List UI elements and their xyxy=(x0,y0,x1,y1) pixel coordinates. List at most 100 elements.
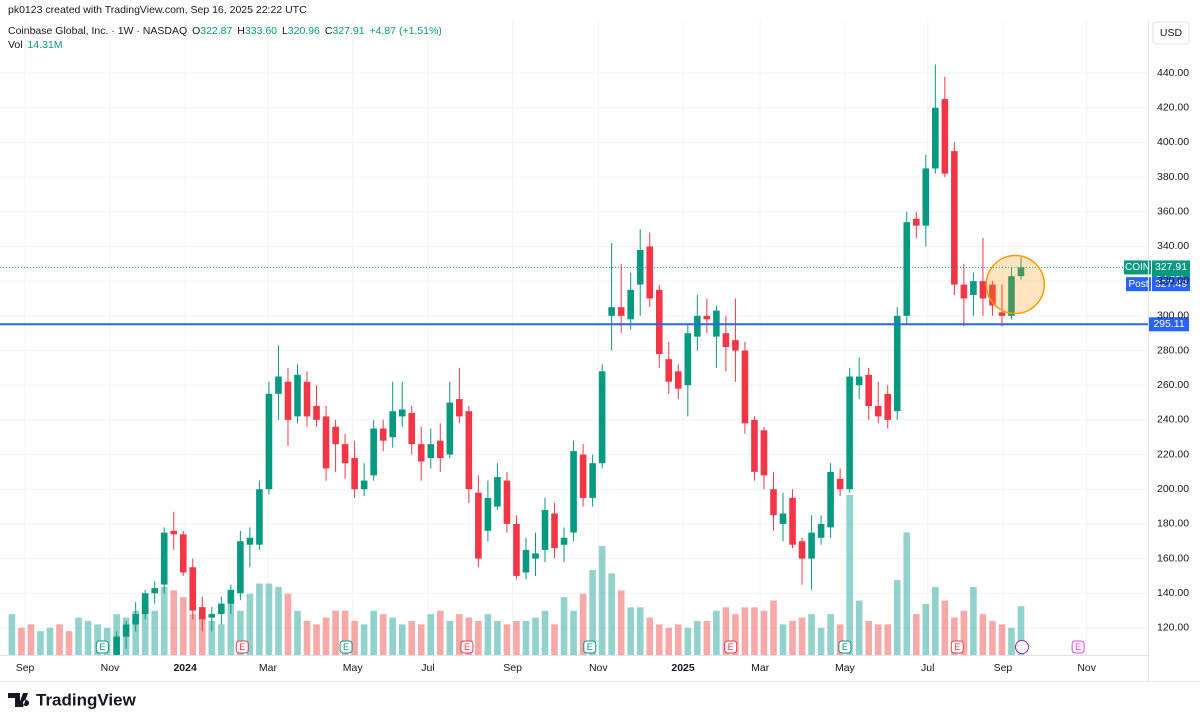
candle-body xyxy=(436,440,444,459)
volume-bar xyxy=(27,624,35,655)
volume-bar xyxy=(46,627,54,655)
candle-body xyxy=(294,374,301,417)
candle-body xyxy=(589,463,596,498)
earnings-marker-label: E xyxy=(728,642,734,652)
y-tick-label: 340.00 xyxy=(1157,240,1189,252)
candle-body xyxy=(303,381,311,417)
earnings-marker xyxy=(339,640,353,654)
candle-body xyxy=(617,307,625,316)
candle-body xyxy=(1008,276,1015,316)
volume-bar xyxy=(627,607,634,655)
candle-body xyxy=(246,537,254,545)
post-price-tag xyxy=(1152,277,1190,292)
volume-bar xyxy=(427,614,435,655)
symbol: Coinbase Global, Inc. · 1W · NASDAQ xyxy=(8,25,187,37)
candle-body xyxy=(703,315,711,320)
change: +4.87 (+1.51%) xyxy=(369,25,441,37)
candle-body xyxy=(532,553,539,559)
volume-bar xyxy=(475,620,482,655)
candle-body xyxy=(256,489,263,545)
candle-body xyxy=(284,381,292,420)
candle-body xyxy=(770,489,777,516)
volume-bar xyxy=(341,610,349,655)
volume-bar xyxy=(874,624,882,655)
volume-bar xyxy=(18,627,25,655)
candle-body xyxy=(855,376,863,386)
volume-bar xyxy=(456,614,463,655)
candle-body xyxy=(151,588,158,594)
volume-bar xyxy=(989,620,996,655)
volume-legend: Vol 14.31M xyxy=(8,39,63,51)
volume-bar xyxy=(541,610,549,655)
volume-bar xyxy=(189,614,197,655)
post-price-label: 327.49 xyxy=(1155,278,1187,290)
volume-bar xyxy=(665,627,673,655)
last-price-label: 327.91 xyxy=(1155,261,1187,273)
earnings-marker xyxy=(838,640,852,654)
volume-bar xyxy=(827,614,834,655)
candle-body xyxy=(846,376,853,490)
candle-body xyxy=(579,454,587,498)
volume-bar xyxy=(313,624,320,655)
low-value: 320.96 xyxy=(288,25,320,37)
high-label: H xyxy=(237,25,245,37)
volume-bar xyxy=(398,624,406,655)
symbol-tag xyxy=(1124,260,1151,275)
currency-button[interactable] xyxy=(1152,21,1190,45)
candle-body xyxy=(760,430,768,476)
x-tick-label: Nov xyxy=(101,662,120,674)
volume-bar xyxy=(208,620,216,655)
volume-bar xyxy=(132,610,139,655)
y-tick-label: 440.00 xyxy=(1157,67,1189,79)
credit: pk0123 created with TradingView.com, Sep… xyxy=(8,4,307,16)
volume-bar xyxy=(979,614,987,655)
y-tick-label: 360.00 xyxy=(1157,206,1189,218)
volume-bar xyxy=(560,597,568,655)
volume-bar xyxy=(684,627,692,655)
volume-bar xyxy=(694,620,701,655)
x-tick-label: Sep xyxy=(994,662,1013,674)
volume-bar xyxy=(732,614,739,655)
volume-bar xyxy=(436,610,444,655)
volume-bar xyxy=(579,593,587,655)
volume-bar xyxy=(484,614,492,655)
candle-body xyxy=(722,333,730,348)
candle-body xyxy=(341,444,349,464)
candle-body xyxy=(884,393,892,420)
earnings-marker-label: E xyxy=(1075,642,1081,652)
candle-body xyxy=(122,624,130,637)
candle-body xyxy=(208,614,216,618)
candle-body xyxy=(789,497,796,545)
earnings-marker-label: E xyxy=(99,642,105,652)
candle-body xyxy=(694,315,701,337)
volume-bar xyxy=(332,610,339,655)
volume-bar xyxy=(932,586,939,655)
volume-bar xyxy=(370,610,377,655)
volume-bar xyxy=(884,624,892,655)
volume-bar xyxy=(912,614,920,655)
volume-bar xyxy=(160,586,168,655)
y-tick-label: 200.00 xyxy=(1157,483,1189,495)
x-tick-label: 2025 xyxy=(671,662,695,674)
currency[interactable]: USD xyxy=(1160,27,1183,39)
volume-bar xyxy=(494,620,501,655)
candle-body xyxy=(551,513,558,549)
volume-bar xyxy=(256,583,263,655)
candle-body xyxy=(732,340,739,351)
brand: TradingView xyxy=(36,690,137,709)
volume-bar xyxy=(960,610,968,655)
volume-value: 14.31M xyxy=(28,39,63,51)
candle-body xyxy=(218,603,225,615)
earnings-marker-label: E xyxy=(954,642,960,652)
volume-bar xyxy=(617,590,625,655)
axes: 120.00 140.00 160.00 180.00 200.00 220.00 240.… xyxy=(16,67,1190,674)
candle-body xyxy=(998,312,1006,316)
volume-bar xyxy=(37,631,44,655)
candle-body xyxy=(189,567,197,611)
y-tick-label: 140.00 xyxy=(1157,587,1189,599)
earnings-marker xyxy=(460,640,474,654)
volume-bar xyxy=(294,610,301,655)
volume-bar xyxy=(551,624,558,655)
volume-bar xyxy=(722,607,730,655)
volume-bar xyxy=(198,617,206,655)
